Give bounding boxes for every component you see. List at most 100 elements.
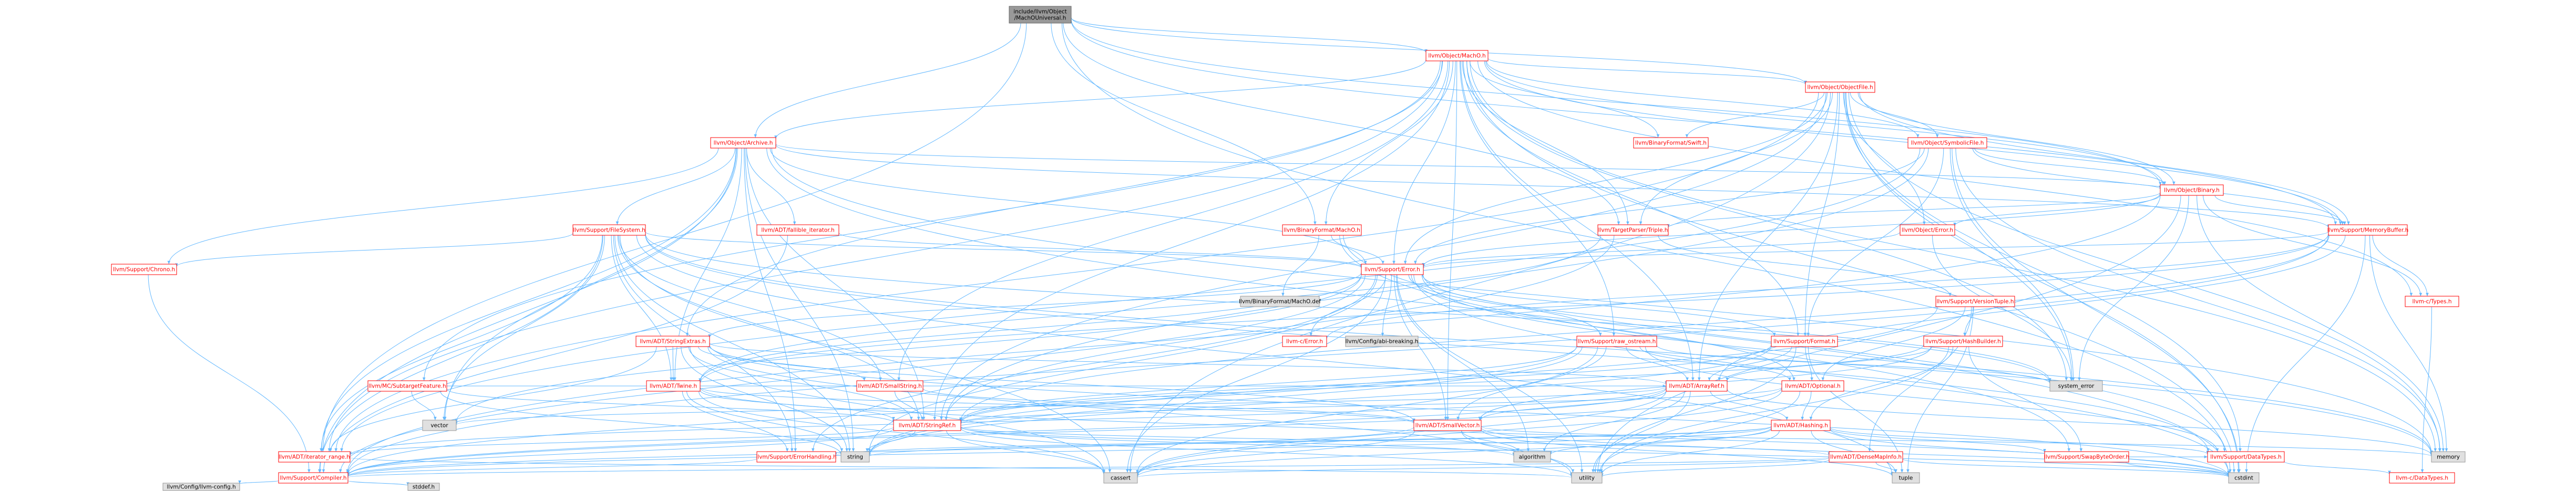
edge-objectFile-to-memBuffer <box>1859 92 2350 225</box>
node-smallVector[interactable]: llvm/ADT/SmallVector.h <box>1413 420 1482 431</box>
edge-supError-to-errHandling <box>812 274 1376 452</box>
edge-machO-to-binMachO <box>1324 60 1453 225</box>
edge-optional-to-stringRef <box>959 387 1782 424</box>
node-vector: vector <box>422 420 457 431</box>
edge-arrayRef-to-cassert <box>1136 391 1667 475</box>
edge-objectFile-to-triple <box>1639 92 1833 225</box>
edge-stringExtras-to-smallVector <box>709 345 1415 422</box>
node-dataTypesSup[interactable]: llvm/Support/DataTypes.h <box>2207 451 2285 463</box>
node-versionTuple[interactable]: llvm/Support/VersionTuple.h <box>1935 296 2015 307</box>
node-smallString[interactable]: llvm/ADT/SmallString.h <box>856 380 923 392</box>
edge-machO-to-smallString <box>897 60 1449 381</box>
node-hashing[interactable]: llvm/ADT/Hashing.h <box>1771 420 1831 431</box>
node-label: llvm/Config/abi-breaking.h <box>1346 339 1419 345</box>
edge-memBuffer-to-ctypes <box>2372 235 2429 297</box>
edge-hashing-to-cassert <box>1136 427 1772 477</box>
node-box <box>1513 451 1551 463</box>
node-symbolicFile[interactable]: llvm/Object/SymbolicFile.h <box>1907 137 1987 149</box>
node-box <box>756 224 839 236</box>
node-box <box>1576 336 1657 347</box>
node-box <box>2160 184 2224 196</box>
edge-hashBuilder-to-stringRef <box>959 344 1924 423</box>
node-triple[interactable]: llvm/TargetParser/Triple.h <box>1597 224 1669 236</box>
node-rawOstream[interactable]: llvm/Support/raw_ostream.h <box>1576 336 1657 347</box>
node-cError[interactable]: llvm-c/Error.h <box>1282 336 1327 347</box>
node-box <box>1009 6 1072 24</box>
node-supError[interactable]: llvm/Support/Error.h <box>1361 264 1424 275</box>
node-objError[interactable]: llvm/Object/Error.h <box>1900 224 1955 236</box>
node-denseMapInfo[interactable]: llvm/ADT/DenseMapInfo.h <box>1829 451 1903 463</box>
node-iterRange[interactable]: llvm/ADT/iterator_range.h <box>278 451 351 463</box>
node-binMachO[interactable]: llvm/BinaryFormat/MachO.h <box>1282 224 1362 236</box>
node-label: llvm/ADT/SmallString.h <box>858 383 922 390</box>
node-label: llvm/ADT/Hashing.h <box>1773 423 1828 429</box>
edge-objError-to-supError <box>1422 232 1901 268</box>
node-label: llvm/Support/HashBuilder.h <box>1925 339 2000 345</box>
node-stringRef[interactable]: llvm/ADT/StringRef.h <box>893 420 961 431</box>
node-optional[interactable]: llvm/ADT/Optional.h <box>1781 380 1844 392</box>
node-chrono[interactable]: llvm/Support/Chrono.h <box>111 264 177 275</box>
edge-format-to-string <box>868 345 1772 455</box>
node-swiftBF[interactable]: llvm/BinaryFormat/Swift.h <box>1633 137 1709 149</box>
edge-objectFile-to-format <box>1803 92 1840 337</box>
edge-binary-to-memory <box>2197 195 2445 452</box>
node-root[interactable]: include/llvm/Object/MachOUniversal.h <box>1009 6 1072 24</box>
node-subtarget[interactable]: llvm/MC/SubtargetFeature.h <box>367 380 447 392</box>
node-cDataTypes[interactable]: llvm-c/DataTypes.h <box>2389 472 2455 484</box>
edge-stringRef-to-compiler <box>346 428 894 475</box>
edge-twine-to-errHandling <box>682 391 789 452</box>
node-archive[interactable]: llvm/Object/Archive.h <box>710 137 776 149</box>
node-twine[interactable]: llvm/ADT/Twine.h <box>646 380 701 392</box>
edge-memBuffer-to-arrayRef <box>1718 235 2346 381</box>
edge-stringRef-to-string <box>866 430 916 452</box>
edge-fallible-to-compiler <box>322 235 788 473</box>
edge-memBuffer-to-compiler <box>346 235 2329 474</box>
edge-stringRef-to-iterRange <box>348 426 894 455</box>
node-fallible[interactable]: llvm/ADT/fallible_iterator.h <box>756 224 839 236</box>
edge-optional-to-compiler <box>346 388 1782 476</box>
edge-fallible-to-supError <box>838 232 1363 268</box>
edge-supError-to-algorithm <box>1396 274 1530 452</box>
edge-machO-to-stringExtras <box>685 60 1443 337</box>
edge-rawOstream-to-compiler <box>346 345 1577 475</box>
edge-supError-to-rawOstream <box>1408 274 1602 337</box>
edge-supError-to-format <box>1422 274 1776 337</box>
node-compiler[interactable]: llvm/Support/Compiler.h <box>278 472 348 484</box>
node-errHandling[interactable]: llvm/Support/ErrorHandling.h <box>756 451 837 463</box>
node-tuple: tuple <box>1892 472 1920 484</box>
edge-hashing-to-utility <box>1600 430 1780 474</box>
node-memBuffer[interactable]: llvm/Support/MemoryBuffer.h <box>2327 224 2408 236</box>
node-arrayRef[interactable]: llvm/ADT/ArrayRef.h <box>1666 380 1728 392</box>
node-label: llvm/ADT/Optional.h <box>1785 383 1840 390</box>
node-box <box>1666 380 1728 392</box>
node-format[interactable]: llvm/Support/Format.h <box>1771 336 1838 347</box>
edge-swapByte-to-cstdint <box>2126 462 2230 476</box>
node-objectFile[interactable]: llvm/Object/ObjectFile.h <box>1805 81 1875 93</box>
edge-archive-to-vector <box>443 148 738 421</box>
edge-symbolicFile-to-binary <box>1974 148 2167 185</box>
edge-fileSystem-to-supError <box>645 232 1363 268</box>
node-machO[interactable]: llvm/Object/MachO.h <box>1425 50 1489 61</box>
node-fileSystem[interactable]: llvm/Support/FileSystem.h <box>572 224 646 236</box>
node-stringExtras[interactable]: llvm/ADT/StringExtras.h <box>635 336 710 347</box>
node-ctypes[interactable]: llvm-c/Types.h <box>2405 296 2459 307</box>
edge-errHandling-to-compiler <box>346 458 757 477</box>
node-swapByte[interactable]: llvm/Support/SwapByteOrder.h <box>2044 451 2129 463</box>
node-box <box>1771 336 1838 347</box>
edge-fileSystem-to-iterRange <box>320 235 603 452</box>
node-label: stddef.h <box>413 484 435 490</box>
node-hashBuilder[interactable]: llvm/Support/HashBuilder.h <box>1923 336 2003 347</box>
edge-supError-to-memory <box>1421 274 2433 454</box>
edge-denseMapInfo-to-cassert <box>1136 457 1830 478</box>
edge-objectFile-to-binary <box>1857 92 2175 185</box>
node-binary[interactable]: llvm/Object/Binary.h <box>2160 184 2224 196</box>
node-label: llvm-c/Types.h <box>2413 299 2452 305</box>
edge-symbolicFile-to-stringRef <box>945 148 1929 421</box>
edge-rawOstream-to-smallVector <box>1456 346 1607 421</box>
edge-stringExtras-to-iterRange <box>329 346 657 452</box>
edge-memBuffer-to-cstdint <box>2245 235 2366 473</box>
edge-stringRef-to-algorithm <box>960 426 1515 456</box>
edge-archive-to-stringRef <box>746 148 926 421</box>
edge-rawOstream-to-string <box>868 346 1583 455</box>
edge-archive-to-iterRange <box>320 148 736 452</box>
